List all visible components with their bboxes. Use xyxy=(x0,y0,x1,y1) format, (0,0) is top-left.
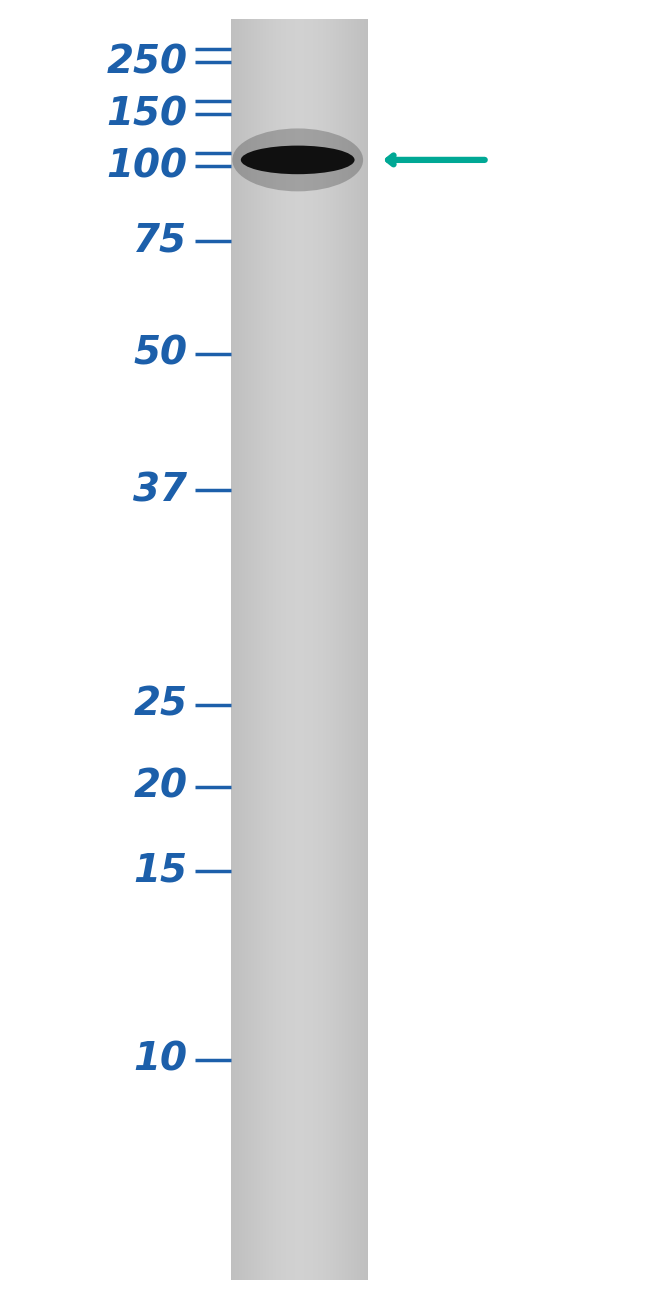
Text: 75: 75 xyxy=(133,221,187,260)
Text: 250: 250 xyxy=(106,43,187,82)
Text: 100: 100 xyxy=(106,147,187,186)
Text: 37: 37 xyxy=(133,471,187,510)
Ellipse shape xyxy=(232,129,363,191)
Ellipse shape xyxy=(240,146,355,174)
Text: 15: 15 xyxy=(133,852,187,890)
Text: 25: 25 xyxy=(133,685,187,724)
Text: 50: 50 xyxy=(133,334,187,373)
Text: 150: 150 xyxy=(106,95,187,134)
Text: 10: 10 xyxy=(133,1040,187,1079)
Text: 20: 20 xyxy=(133,767,187,806)
